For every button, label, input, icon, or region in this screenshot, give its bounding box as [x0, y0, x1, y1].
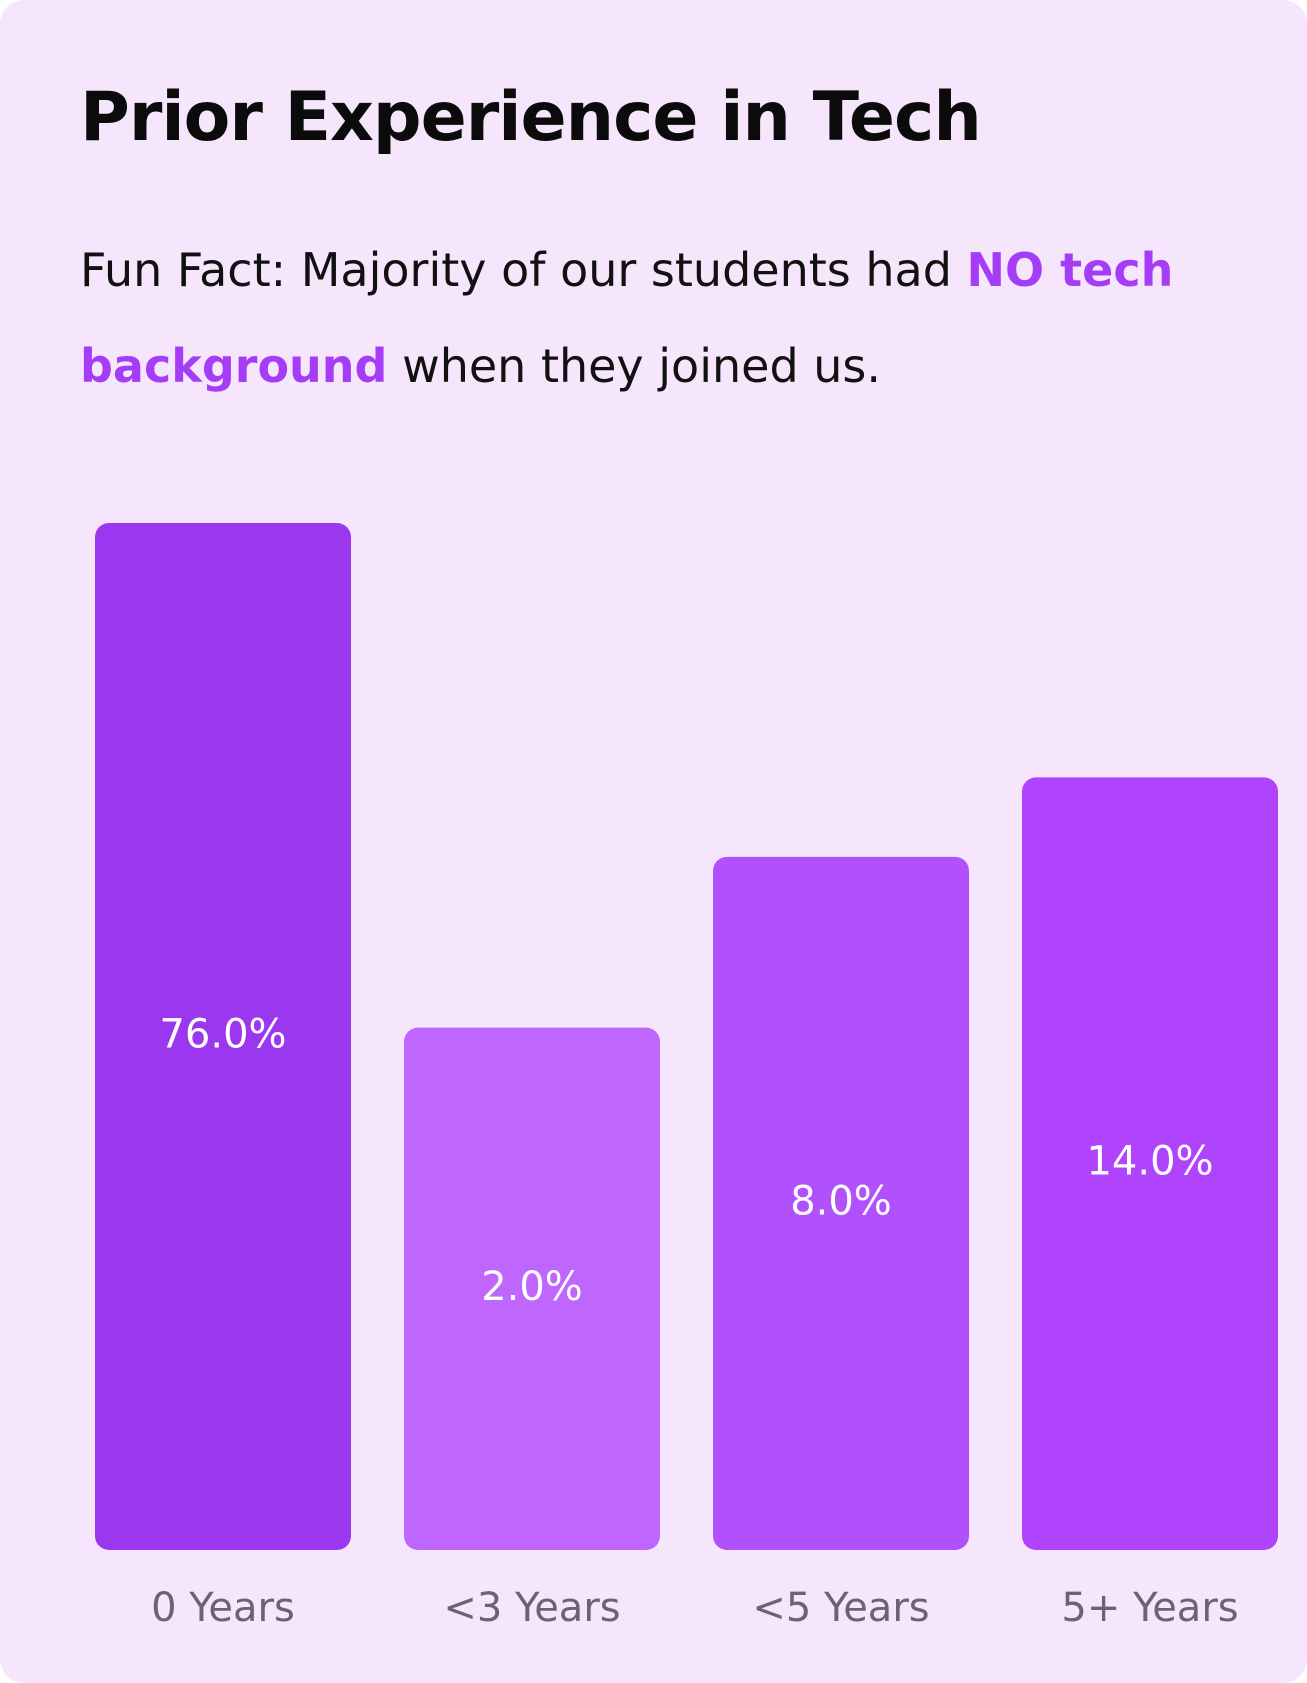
value-label: 2.0%	[481, 1264, 583, 1310]
x-tick-label: <5 Years	[752, 1585, 929, 1631]
value-label: 14.0%	[1086, 1139, 1213, 1185]
value-label: 76.0%	[159, 1012, 286, 1058]
value-label: 8.0%	[790, 1178, 892, 1224]
bar	[1022, 777, 1278, 1550]
subtitle-highlight: NO tech background	[80, 243, 1174, 393]
bar	[713, 856, 969, 1550]
bar	[95, 523, 351, 1550]
x-tick-label: 0 Years	[151, 1585, 295, 1631]
subtitle: Fun Fact: Majority of our students had N…	[80, 222, 1200, 414]
subtitle-text: when they joined us.	[387, 339, 882, 393]
x-tick-label: <3 Years	[443, 1585, 620, 1631]
chart-title: Prior Experience in Tech	[80, 78, 982, 157]
subtitle-text: Fun Fact: Majority of our students had	[80, 243, 967, 297]
bar	[404, 1027, 660, 1550]
x-tick-label: 5+ Years	[1061, 1585, 1238, 1631]
